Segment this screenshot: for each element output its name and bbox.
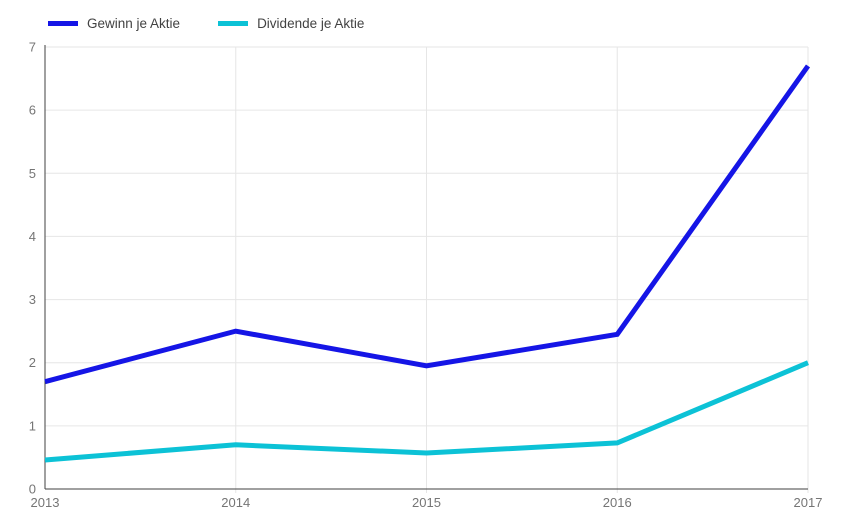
y-tick-label: 1 (29, 418, 36, 433)
legend-item-dividende-je-aktie[interactable]: Dividende je Aktie (218, 17, 364, 31)
legend: Gewinn je Aktie Dividende je Aktie (48, 17, 364, 31)
y-tick-label: 5 (29, 166, 36, 181)
legend-label-dividende: Dividende je Aktie (257, 16, 365, 31)
legend-swatch-dividende-icon (218, 21, 249, 27)
x-tick-label: 2014 (221, 495, 250, 510)
y-tick-label: 0 (29, 482, 36, 497)
legend-label-gewinn: Gewinn je Aktie (87, 16, 181, 31)
x-tick-label: 2013 (31, 495, 60, 510)
y-tick-label: 3 (29, 292, 36, 307)
y-tick-label: 7 (29, 40, 36, 55)
series-line-gewinn-je-aktie[interactable] (44, 64, 811, 385)
y-tick-label: 4 (29, 229, 36, 244)
x-tick-label: 2016 (603, 495, 632, 510)
x-tick-label: 2015 (412, 495, 441, 510)
y-tick-label: 6 (29, 103, 36, 118)
legend-item-gewinn-je-aktie[interactable]: Gewinn je Aktie (48, 17, 180, 31)
legend-swatch-gewinn-icon (48, 21, 78, 27)
y-tick-label: 2 (29, 355, 36, 370)
x-tick-label: 2017 (794, 495, 823, 510)
series-line-dividende-je-aktie[interactable] (44, 360, 809, 463)
